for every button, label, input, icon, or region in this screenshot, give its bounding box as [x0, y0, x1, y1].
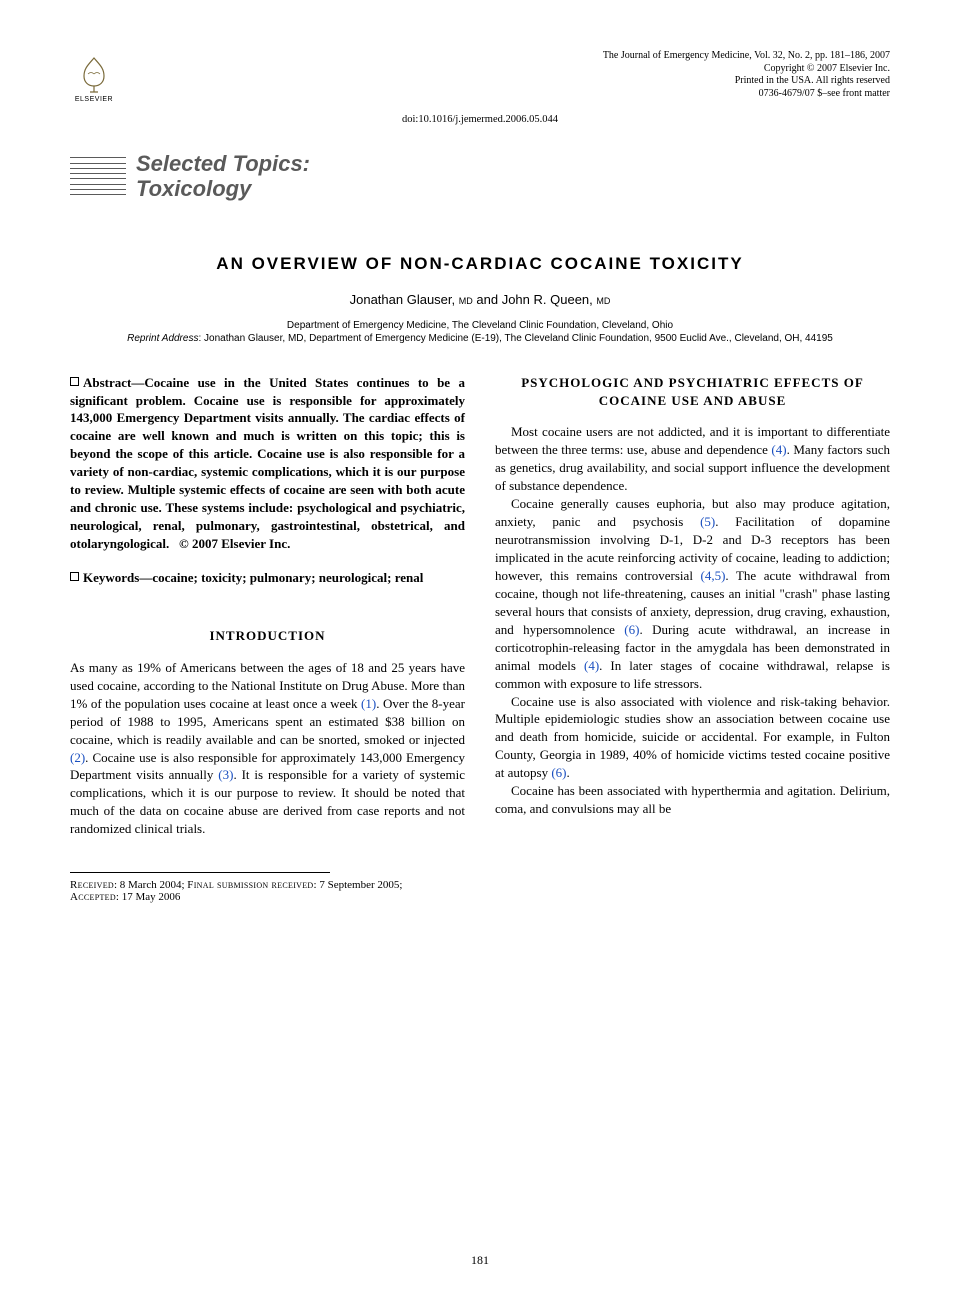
banner-line-2: Toxicology [136, 176, 310, 201]
author-1-degree: MD [459, 296, 473, 306]
banner-line-1: Selected Topics: [136, 151, 310, 176]
ref-link-6a[interactable]: (6) [624, 622, 639, 637]
psych-paragraph-1: Most cocaine users are not addicted, and… [495, 423, 890, 495]
abstract-label: Abstract— [83, 375, 144, 390]
ref-link-4-5[interactable]: (4,5) [700, 568, 725, 583]
author-2-degree: MD [596, 296, 610, 306]
banner-lines-icon [70, 153, 126, 199]
journal-line-2: Copyright © 2007 Elsevier Inc. [603, 63, 890, 76]
keywords-label: Keywords— [83, 570, 152, 585]
accepted-label: Accepted [70, 891, 116, 903]
final-date: : 7 September 2005; [314, 879, 403, 891]
checkbox-icon [70, 572, 79, 581]
author-1-name: Jonathan Glauser, [350, 292, 456, 307]
received-label: Received [70, 879, 114, 891]
publisher-logo: ELSEVIER [70, 50, 118, 106]
ref-link-1[interactable]: (1) [361, 696, 376, 711]
reprint-label: Reprint Address [127, 333, 198, 344]
banner-text: Selected Topics: Toxicology [136, 151, 310, 202]
accepted-date: : 17 May 2006 [116, 891, 180, 903]
left-column: Abstract—Cocaine use in the United State… [70, 374, 465, 839]
reprint-text: : Jonathan Glauser, MD, Department of Em… [198, 333, 832, 344]
intro-paragraph: As many as 19% of Americans between the … [70, 659, 465, 838]
psych-text-4: Cocaine has been associated with hyperth… [495, 783, 890, 816]
psych-paragraph-2: Cocaine generally causes euphoria, but a… [495, 495, 890, 692]
intro-heading: INTRODUCTION [70, 627, 465, 645]
keywords-block: Keywords—cocaine; toxicity; pulmonary; n… [70, 569, 465, 587]
right-column: PSYCHOLOGIC AND PSYCHIATRIC EFFECTS OF C… [495, 374, 890, 839]
keywords-text: cocaine; toxicity; pulmonary; neurologic… [152, 570, 423, 585]
abstract-block: Abstract—Cocaine use in the United State… [70, 374, 465, 553]
ref-link-3[interactable]: (3) [218, 767, 233, 782]
elsevier-tree-icon [74, 54, 114, 94]
ref-link-4[interactable]: (4) [771, 442, 786, 457]
journal-line-1: The Journal of Emergency Medicine, Vol. … [603, 50, 890, 63]
page-number: 181 [0, 1253, 960, 1268]
ref-link-2[interactable]: (2) [70, 750, 85, 765]
checkbox-icon [70, 377, 79, 386]
author-2-name: John R. Queen, [502, 292, 593, 307]
body-columns: Abstract—Cocaine use in the United State… [70, 374, 890, 839]
final-label: Final submission received [187, 879, 313, 891]
psych-paragraph-3: Cocaine use is also associated with viol… [495, 693, 890, 783]
ref-link-5[interactable]: (5) [700, 514, 715, 529]
psych-heading: PSYCHOLOGIC AND PSYCHIATRIC EFFECTS OF C… [495, 374, 890, 410]
author-separator: and [476, 292, 501, 307]
ref-link-4b[interactable]: (4) [584, 658, 599, 673]
department-line: Department of Emergency Medicine, The Cl… [70, 319, 890, 333]
psych-paragraph-4: Cocaine has been associated with hyperth… [495, 782, 890, 818]
footer-dates: Received: 8 March 2004; Final submission… [70, 879, 890, 903]
reprint-line: Reprint Address: Jonathan Glauser, MD, D… [70, 332, 890, 346]
article-title: AN OVERVIEW OF NON-CARDIAC COCAINE TOXIC… [70, 254, 890, 274]
psych-text-3b: . [567, 765, 570, 780]
section-banner: Selected Topics: Toxicology [70, 151, 890, 202]
journal-line-4: 0736-4679/07 $–see front matter [603, 88, 890, 101]
doi: doi:10.1016/j.jemermed.2006.05.044 [70, 114, 890, 125]
received-date: : 8 March 2004; [114, 879, 187, 891]
journal-info: The Journal of Emergency Medicine, Vol. … [603, 50, 890, 100]
publisher-name: ELSEVIER [75, 96, 113, 103]
abstract-copyright: © 2007 Elsevier Inc. [179, 536, 290, 551]
header-row: ELSEVIER The Journal of Emergency Medici… [70, 50, 890, 106]
ref-link-6b[interactable]: (6) [551, 765, 566, 780]
footer-rule [70, 872, 330, 873]
journal-line-3: Printed in the USA. All rights reserved [603, 75, 890, 88]
abstract-text: Cocaine use in the United States continu… [70, 375, 465, 551]
affiliation-block: Department of Emergency Medicine, The Cl… [70, 319, 890, 346]
authors: Jonathan Glauser, MD and John R. Queen, … [70, 292, 890, 307]
